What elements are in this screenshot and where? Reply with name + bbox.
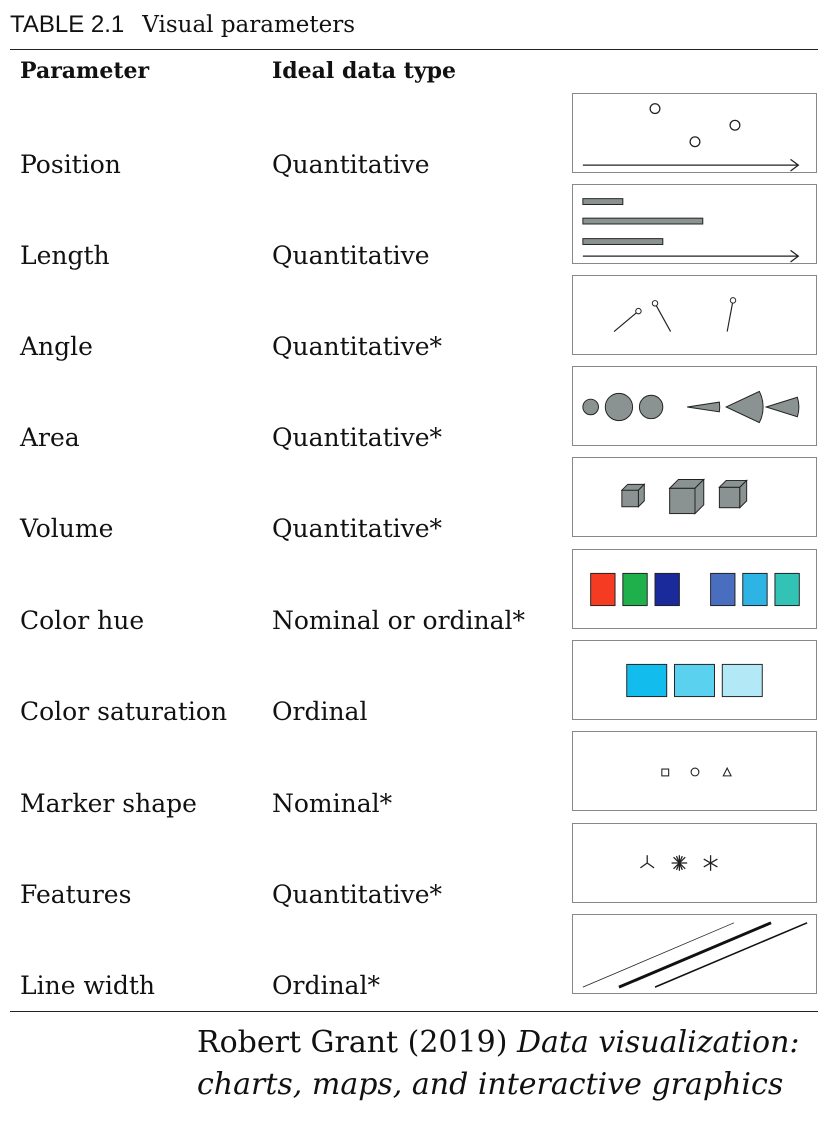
medium-line xyxy=(654,922,808,988)
length-svg xyxy=(582,198,800,263)
thin-line xyxy=(582,922,735,988)
position-arrowhead xyxy=(790,158,800,172)
row-type-length: Quantitative xyxy=(272,241,430,270)
credit-author: Robert Grant (2019) xyxy=(197,1025,508,1060)
length-bar xyxy=(582,217,704,225)
three-arm-glyph xyxy=(640,855,655,869)
length-bar xyxy=(582,238,664,245)
angle-illustration xyxy=(572,275,817,355)
volume-cube xyxy=(718,479,748,509)
row-parameter-volume: Volume xyxy=(20,514,114,543)
row-parameter-color-saturation: Color saturation xyxy=(20,697,228,726)
table-title: Visual parameters xyxy=(142,12,356,38)
area-circle xyxy=(604,392,634,422)
header-parameter: Parameter xyxy=(20,58,150,84)
volume-cube xyxy=(620,483,646,508)
credit-book-title-2: charts, maps, and interactive graphics xyxy=(197,1067,784,1102)
hue-swatch xyxy=(710,572,736,607)
row-type-marker-shape: Nominal* xyxy=(272,789,393,818)
six-arm-glyph xyxy=(703,855,718,871)
bottom-rule xyxy=(10,1011,818,1012)
table-caption: TABLE 2.1 Visual parameters xyxy=(10,10,355,40)
angle-svg xyxy=(613,297,737,333)
hue-swatch xyxy=(774,572,800,607)
angle-line xyxy=(613,310,639,333)
row-type-color-hue: Nominal or ordinal* xyxy=(272,606,526,635)
angle-pivot xyxy=(651,300,659,307)
source-credit: Robert Grant (2019) Data visualization: … xyxy=(197,1022,800,1106)
eight-arm-glyph xyxy=(671,855,688,871)
saturation-swatch xyxy=(674,663,715,698)
row-type-line-width: Ordinal* xyxy=(272,971,380,1000)
volume-svg xyxy=(620,478,748,515)
position-marker xyxy=(729,119,741,131)
color-saturation-illustration xyxy=(572,640,817,720)
thick-line xyxy=(618,921,772,989)
row-type-area: Quantitative* xyxy=(272,423,443,452)
row-parameter-area: Area xyxy=(20,423,80,452)
credit-line-1: Robert Grant (2019) Data visualization: xyxy=(197,1022,800,1064)
marker-shape-svg xyxy=(661,766,732,777)
line-width-illustration xyxy=(572,914,817,994)
row-type-volume: Quantitative* xyxy=(272,514,443,543)
row-parameter-marker-shape: Marker shape xyxy=(20,789,197,818)
position-marker xyxy=(689,136,701,148)
line-width-svg xyxy=(582,921,808,989)
hue-swatch xyxy=(590,572,616,607)
top-rule xyxy=(10,49,818,50)
length-arrowhead xyxy=(790,249,800,263)
circle-marker xyxy=(690,767,700,777)
area-svg xyxy=(582,390,800,424)
row-parameter-angle: Angle xyxy=(20,332,93,361)
area-wedge xyxy=(725,390,764,424)
area-wedge xyxy=(764,396,800,418)
row-type-color-saturation: Ordinal xyxy=(272,697,368,726)
features-illustration xyxy=(572,823,817,903)
area-wedge xyxy=(687,401,721,413)
angle-pivot xyxy=(729,297,737,304)
row-type-features: Quantitative* xyxy=(272,880,443,909)
area-illustration xyxy=(572,366,817,446)
position-marker xyxy=(649,103,661,115)
row-parameter-features: Features xyxy=(20,880,132,909)
position-illustration xyxy=(572,93,817,173)
hue-swatch xyxy=(622,572,648,607)
angle-line xyxy=(654,303,672,332)
row-parameter-color-hue: Color hue xyxy=(20,606,145,635)
volume-cube xyxy=(668,478,705,515)
area-circle xyxy=(638,394,664,420)
color-hue-illustration xyxy=(572,549,817,629)
credit-book-title-1: Data visualization: xyxy=(516,1025,800,1060)
color-hue-svg xyxy=(590,572,800,607)
row-parameter-line-width: Line width xyxy=(20,971,155,1000)
position-svg xyxy=(582,103,800,172)
header-ideal-data-type: Ideal data type xyxy=(272,58,456,84)
length-bar xyxy=(582,198,624,205)
saturation-swatch xyxy=(626,663,668,698)
row-parameter-length: Length xyxy=(20,241,110,270)
saturation-swatch xyxy=(721,663,763,698)
marker-shape-illustration xyxy=(572,731,817,811)
row-type-angle: Quantitative* xyxy=(272,332,443,361)
row-type-position: Quantitative xyxy=(272,150,430,179)
length-illustration xyxy=(572,184,817,264)
features-svg xyxy=(640,855,718,871)
row-parameter-position: Position xyxy=(20,150,121,179)
square-marker xyxy=(661,768,670,777)
area-circle xyxy=(582,398,599,416)
color-saturation-svg xyxy=(626,663,763,698)
triangle-marker xyxy=(722,766,732,777)
angle-line xyxy=(726,300,734,332)
volume-illustration xyxy=(572,457,817,537)
angle-pivot xyxy=(635,307,642,315)
table-number: TABLE 2.1 xyxy=(10,11,125,38)
hue-swatch xyxy=(654,572,680,607)
hue-swatch xyxy=(742,572,768,607)
